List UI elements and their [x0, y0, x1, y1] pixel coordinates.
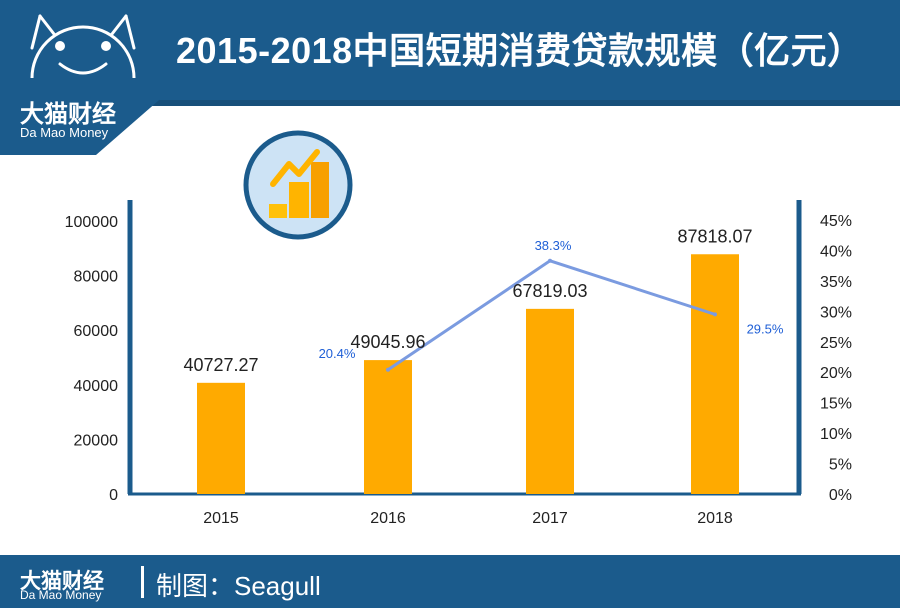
growth-label: 29.5% — [747, 321, 784, 336]
y-right-tick-label: 25% — [820, 335, 852, 352]
page-title: 2015-2018中国短期消费贷款规模（亿元） — [176, 30, 864, 71]
growth-point — [386, 367, 390, 372]
y-right-tick-label: 45% — [820, 213, 852, 230]
x-tick-label: 2018 — [697, 510, 733, 527]
logo-name-en: Da Mao Money — [20, 125, 109, 140]
bar — [197, 382, 245, 494]
bar-value-label: 87818.07 — [677, 226, 752, 246]
bar — [364, 360, 412, 494]
y-left-tick-label: 80000 — [74, 269, 119, 286]
y-right-tick-label: 35% — [820, 274, 852, 291]
y-left-tick-label: 60000 — [74, 323, 119, 340]
logo-name-cn: 大猫财经 — [20, 101, 116, 128]
growth-label: 38.3% — [535, 238, 572, 253]
bar-value-label: 67819.03 — [512, 281, 587, 301]
x-tick-label: 2015 — [203, 510, 239, 527]
y-right-tick-label: 15% — [820, 396, 852, 413]
y-right-tick-label: 10% — [820, 426, 852, 443]
footer-logo-cn: 大猫财经 — [20, 570, 104, 593]
y-right-tick-label: 40% — [820, 243, 852, 260]
footer-bar — [0, 555, 900, 608]
bar-value-label: 49045.96 — [350, 332, 425, 352]
footer-divider — [141, 566, 144, 598]
header-band — [0, 100, 900, 106]
y-right-tick-label: 20% — [820, 365, 852, 382]
y-left-tick-label: 100000 — [65, 214, 118, 231]
y-left-tick-label: 20000 — [74, 432, 119, 449]
x-tick-label: 2016 — [370, 510, 406, 527]
chart-credit: 制图：Seagull — [156, 571, 321, 601]
y-right-tick-label: 0% — [829, 487, 852, 504]
bar-value-label: 40727.27 — [183, 355, 258, 375]
x-tick-label: 2017 — [532, 510, 568, 527]
bar — [691, 254, 739, 494]
y-right-tick-label: 5% — [829, 457, 852, 474]
y-left-tick-label: 40000 — [74, 378, 119, 395]
y-right-tick-label: 30% — [820, 304, 852, 321]
cat-face-icon — [30, 14, 136, 79]
footer-logo-en: Da Mao Money — [20, 588, 102, 602]
bar — [526, 308, 574, 494]
y-left-tick-label: 0 — [109, 487, 118, 504]
growth-chart-icon — [243, 130, 353, 240]
growth-label: 20.4% — [319, 346, 356, 361]
growth-point — [713, 312, 717, 317]
growth-point — [548, 258, 552, 263]
